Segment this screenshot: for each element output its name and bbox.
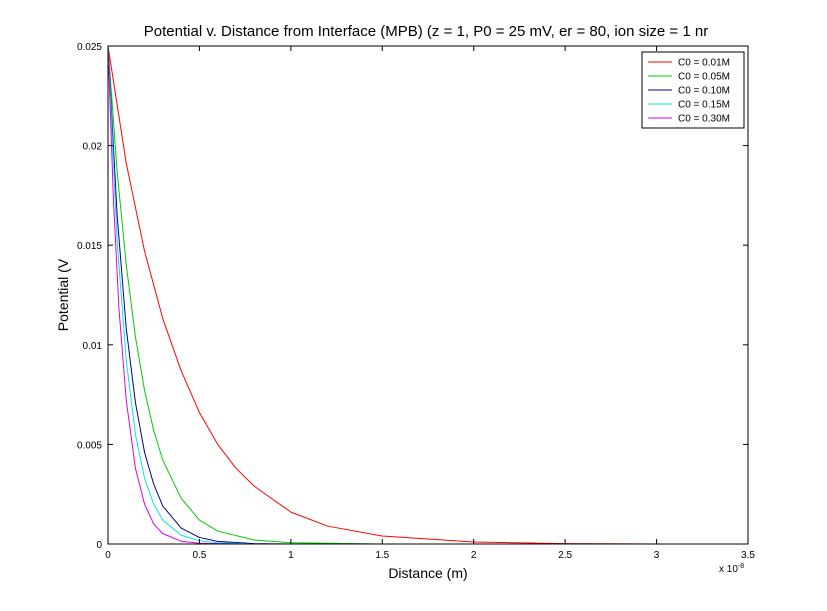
x-tick-label: 1.5	[375, 550, 389, 561]
x-tick-label: 0.5	[192, 550, 206, 561]
axes-frame	[107, 45, 749, 545]
y-tick-label: 0.015	[77, 241, 102, 252]
legend-label: C0 = 0.15M	[678, 100, 730, 111]
y-tick-label: 0.025	[77, 42, 102, 53]
axes-background	[108, 46, 748, 544]
x-exponent-power: -8	[738, 563, 744, 570]
y-axis-label: Potential (V	[55, 258, 71, 331]
legend-label: C0 = 0.10M	[678, 86, 730, 97]
chart-title: Potential v. Distance from Interface (MP…	[144, 23, 708, 40]
x-tick-label: 1	[288, 550, 294, 561]
legend-label: C0 = 0.05M	[678, 72, 730, 83]
x-exponent-base: x 10	[719, 564, 738, 575]
x-tick-label: 2.5	[558, 550, 572, 561]
x-exponent-label: x 10-8	[719, 563, 744, 575]
y-tick-label: 0	[96, 540, 102, 551]
y-tick-label: 0.01	[83, 341, 103, 352]
x-tick-label: 0	[105, 550, 111, 561]
series-line-0	[107, 45, 657, 545]
x-tick-label: 2	[471, 550, 477, 561]
ticks-layer: 0 0.5 1 1.5 2 2.5 3 3.5 0 0.005 0.01 0.015 0.02 0.025	[77, 42, 755, 561]
y-tick-label: 0.02	[83, 142, 103, 153]
y-tick-label: 0.005	[77, 440, 102, 451]
legend-label: C0 = 0.30M	[678, 114, 730, 125]
x-tick-label: 3.5	[741, 550, 755, 561]
legend-label: C0 = 0.01M	[678, 58, 730, 69]
x-axis-label: Distance (m)	[388, 565, 467, 581]
x-tick-label: 3	[654, 550, 660, 561]
legend: C0 = 0.01M C0 = 0.05M C0 = 0.10M C0 = 0.15M…	[641, 51, 745, 129]
